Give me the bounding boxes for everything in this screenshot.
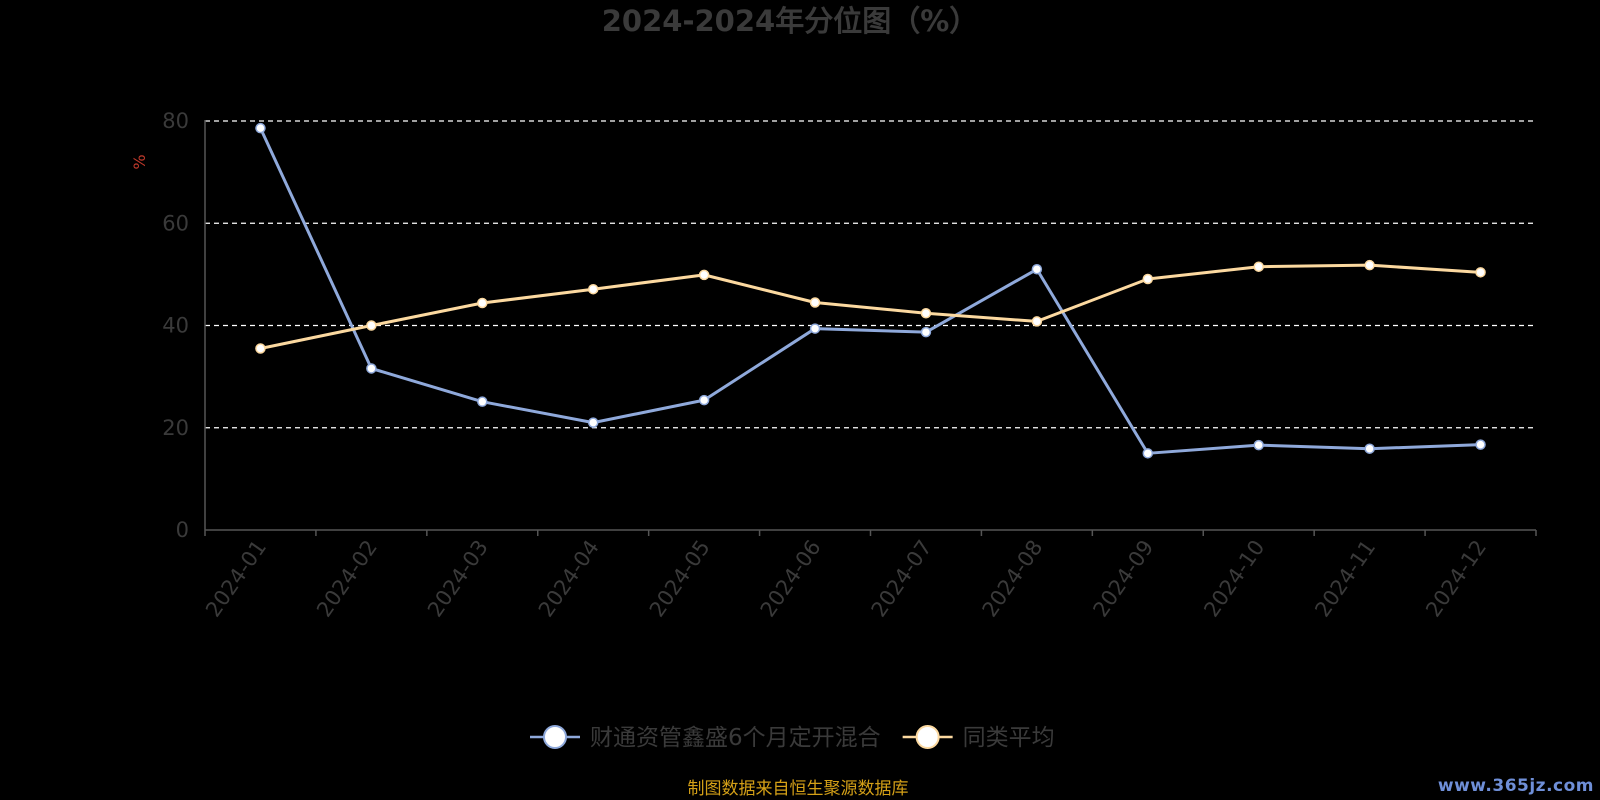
x-tick-label: 2024-07: [867, 536, 937, 622]
legend-swatch-marker: [543, 725, 567, 749]
data-point: [809, 297, 821, 308]
data-point: [1475, 439, 1486, 450]
legend[interactable]: 财通资管鑫盛6个月定开混合 同类平均: [530, 725, 1055, 751]
legend-label: 财通资管鑫盛6个月定开混合: [590, 725, 881, 751]
data-point: [366, 363, 377, 374]
y-tick-label: 60: [162, 211, 189, 235]
data-point: [1253, 439, 1264, 451]
y-tick-label: 40: [162, 314, 189, 338]
x-tick-label: 2024-08: [978, 536, 1048, 622]
series-line-0: [259, 127, 1481, 455]
data-point: [920, 307, 932, 319]
x-tick-label: 2024-06: [756, 536, 826, 622]
grid-lines: [205, 120, 1536, 429]
x-tick-label: 2024-01: [201, 536, 271, 622]
legend-item-0[interactable]: 财通资管鑫盛6个月定开混合: [530, 725, 881, 751]
x-tick-label: 2024-05: [645, 536, 715, 622]
data-point: [366, 320, 377, 331]
data-point: [1142, 273, 1154, 285]
series-line-1: [260, 263, 1481, 350]
data-point: [255, 343, 266, 354]
data-point: [1253, 261, 1264, 272]
x-tick-label: 2024-11: [1310, 536, 1380, 622]
x-tick-label: 2024-04: [534, 536, 604, 622]
x-tick-label: 2024-09: [1088, 536, 1158, 622]
legend-label: 同类平均: [963, 725, 1055, 751]
data-point: [477, 297, 488, 309]
x-tick-label: 2024-03: [423, 536, 493, 622]
data-point: [477, 396, 488, 407]
x-tick-label: 2024-10: [1199, 536, 1269, 622]
x-tick-label: 2024-12: [1421, 536, 1491, 622]
source-note: 制图数据来自恒生聚源数据库: [688, 779, 909, 799]
chart-title: 2024-2024年分位图（%）: [602, 4, 979, 38]
y-tick-label: 0: [176, 518, 189, 542]
data-point: [255, 122, 266, 134]
watermark: www.365jz.com: [1437, 776, 1594, 796]
data-point: [1031, 316, 1043, 327]
data-point: [920, 326, 932, 338]
data-point: [698, 269, 710, 281]
data-point: [698, 394, 710, 406]
y-tick-label: 80: [162, 109, 189, 133]
y-tick-label: 20: [162, 416, 189, 440]
x-tick-label: 2024-02: [312, 536, 382, 622]
data-point: [1031, 264, 1043, 275]
series-lines: [255, 122, 1486, 459]
data-point: [1364, 443, 1375, 454]
data-point: [1364, 259, 1375, 271]
legend-item-1[interactable]: 同类平均: [902, 725, 1055, 751]
data-point: [587, 283, 599, 295]
y-axis-label: %: [130, 154, 149, 169]
data-point: [809, 323, 821, 334]
data-point: [1475, 267, 1486, 278]
legend-swatch-marker: [915, 725, 940, 749]
data-point: [587, 417, 599, 428]
data-point: [1142, 448, 1154, 459]
